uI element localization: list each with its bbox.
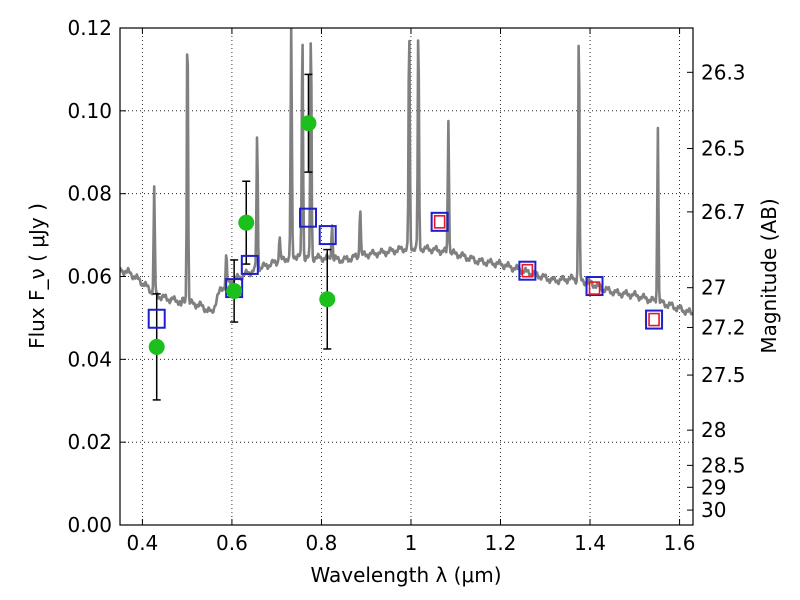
x-axis-label: Wavelength λ (μm): [310, 563, 501, 587]
red-square-marker: [648, 312, 660, 327]
blue-square-marker: [645, 309, 664, 330]
blue-square-marker: [299, 207, 318, 228]
ticks: 0.4 0.6 0.8 1 1.2 1.4 1.6 0.00 0.02 0.04 0.06 0.08 0…: [67, 16, 745, 555]
green-circle-marker: [226, 282, 243, 299]
x-tick-label: 0.8: [306, 531, 338, 555]
plot-background: [120, 28, 693, 525]
right-tick-label: 26.5: [701, 137, 746, 161]
green-circle-marker: [148, 338, 165, 355]
y-tick-label: 0.04: [67, 347, 112, 371]
right-tick-label: 27: [701, 276, 726, 300]
x-tick-label: 1.4: [574, 531, 606, 555]
y-tick-label: 0.12: [67, 16, 112, 40]
blue-square-marker: [518, 260, 537, 281]
y-tick-label: 0.10: [67, 99, 112, 123]
right-tick-label: 26.7: [701, 200, 746, 224]
blue-square-marker: [240, 254, 259, 275]
right-tick-label: 28: [701, 418, 726, 442]
right-tick-label: 29: [701, 475, 726, 499]
y-tick-label: 0.06: [67, 265, 112, 289]
y-tick-label: 0.00: [67, 513, 112, 537]
x-tick-label: 0.4: [126, 531, 158, 555]
green-circle-marker: [319, 291, 336, 308]
spectrum-group: [120, 28, 693, 316]
blue-square-marker: [318, 225, 337, 246]
right-tick-label: 26.3: [701, 60, 746, 84]
right-tick-label: 27.5: [701, 363, 746, 387]
spectrum-line: [120, 28, 693, 316]
green-circle-marker: [238, 214, 255, 231]
y-tick-label: 0.02: [67, 430, 112, 454]
markers: [147, 115, 664, 355]
green-circle-marker: [300, 115, 317, 132]
x-tick-label: 1: [405, 531, 418, 555]
blue-square-marker: [430, 211, 449, 232]
red-square-marker: [521, 263, 534, 278]
right-tick-label: 27.2: [701, 315, 746, 339]
y-axis-label: Flux F_ν ( μJy ): [25, 203, 49, 349]
x-tick-label: 1.6: [664, 531, 696, 555]
red-square-marker: [588, 281, 601, 295]
right-tick-label: 30: [701, 498, 726, 522]
x-tick-label: 0.6: [216, 531, 248, 555]
y-tick-label: 0.08: [67, 182, 112, 206]
blue-square-marker: [147, 308, 166, 329]
right-tick-label: 28.5: [701, 453, 746, 477]
right-axis-label: Magnitude (AB): [757, 198, 781, 353]
blue-square-marker: [585, 276, 604, 297]
x-tick-label: 1.2: [485, 531, 517, 555]
red-square-marker: [433, 215, 446, 229]
